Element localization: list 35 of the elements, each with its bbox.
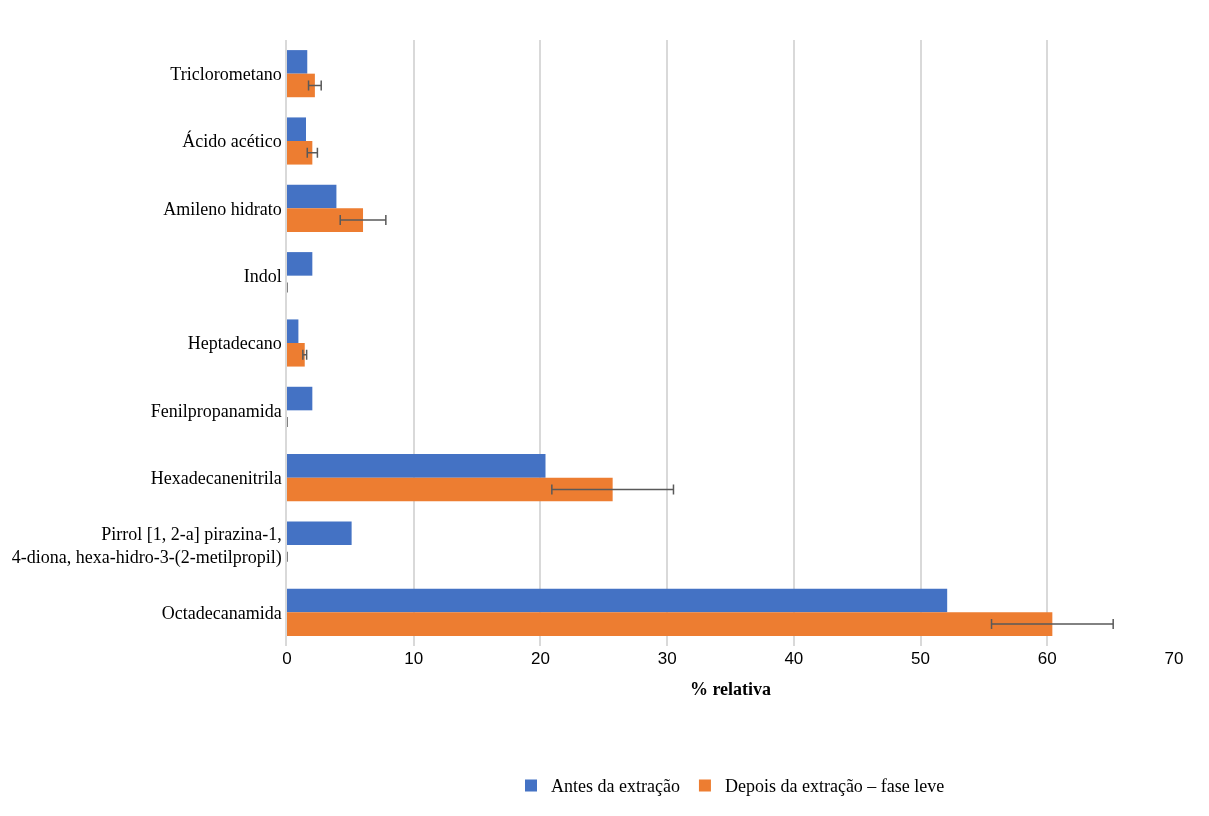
bar: [287, 588, 948, 613]
bar: [287, 50, 308, 74]
x-tick-label: 60: [1037, 649, 1057, 668]
bar: [287, 386, 313, 411]
bar: [287, 184, 337, 209]
bar: [287, 73, 315, 98]
y-tick-label: Hexadecanenitrila: [150, 467, 282, 488]
legend-label: Antes da extração: [551, 776, 680, 797]
x-tick-label: 50: [911, 649, 931, 668]
bar: [287, 117, 307, 141]
x-axis-title: % relativa: [689, 679, 772, 700]
x-tick-label: 40: [784, 649, 804, 668]
y-tick-label: Indol: [243, 265, 282, 286]
x-tick-label: 30: [657, 649, 677, 668]
bar: [287, 521, 352, 545]
x-tick-label: 70: [1164, 649, 1184, 668]
legend-label: Depois da extração – fase leve: [724, 776, 945, 797]
y-tick-label: Octadecanamida: [161, 602, 282, 623]
bar: [287, 141, 313, 165]
x-tick-label: 20: [530, 649, 550, 668]
y-tick-label: Pirrol [1, 2-a] pirazina-1, 4-diona, hexa-hidro-3-(2-metilpropil): [11, 523, 282, 568]
y-tick-label: Ácido acético: [182, 130, 282, 152]
bar: [287, 319, 299, 343]
y-tick-label: Fenilpropanamida: [150, 400, 282, 421]
y-tick-label: Heptadecano: [187, 333, 282, 354]
bar: [287, 252, 313, 276]
y-tick-label: Triclorometano: [170, 63, 282, 84]
bar: [287, 454, 546, 478]
bar: [287, 612, 1053, 636]
y-tick-label: Amileno hidrato: [163, 198, 282, 219]
x-tick-label: 10: [404, 649, 424, 668]
bar: [287, 208, 364, 232]
bar: [287, 477, 613, 502]
bar: [287, 343, 305, 367]
x-tick-label: 0: [282, 649, 292, 668]
